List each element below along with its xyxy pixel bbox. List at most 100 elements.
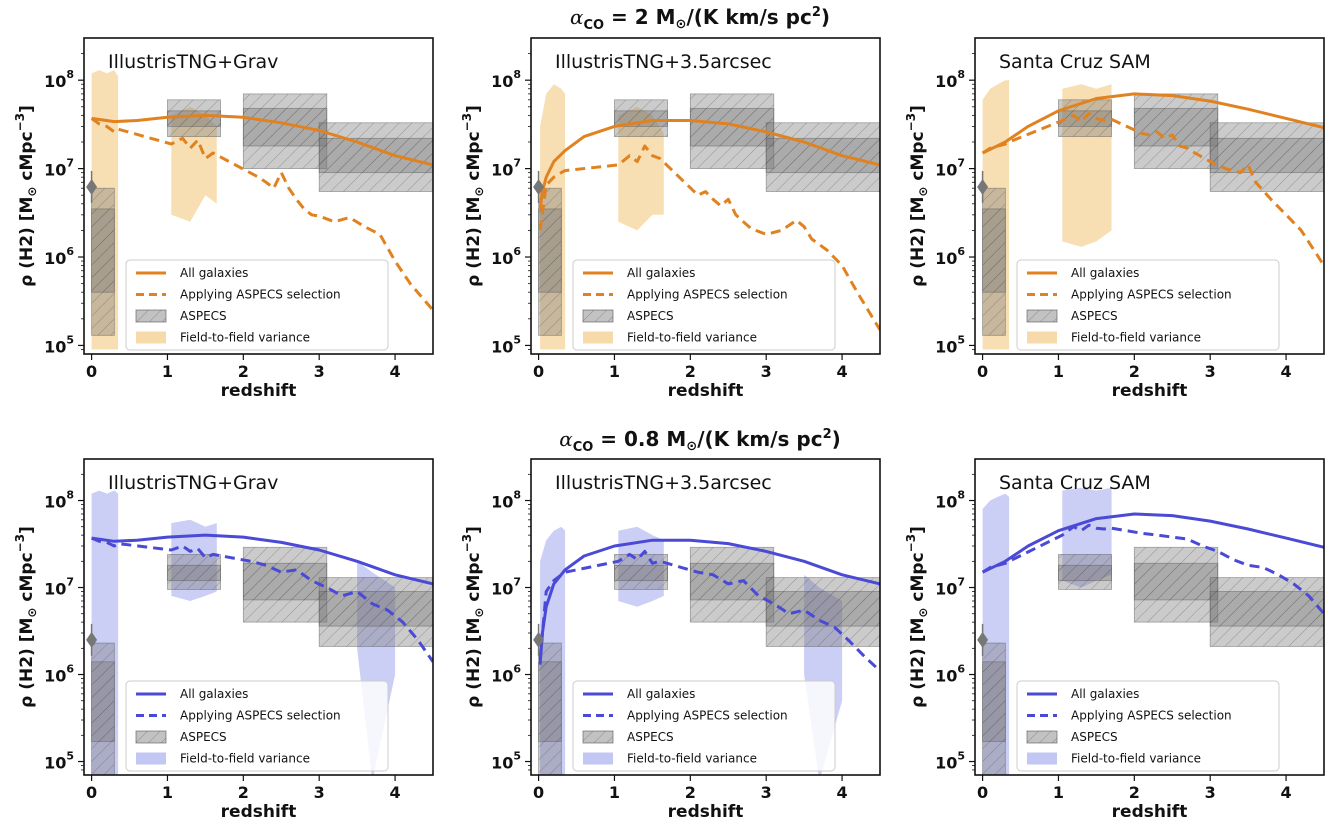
ytick-label-0: 105 [44,750,74,773]
panel-2: 105 106 107 108 0 1 2 3 4 redshift ρ (H2) [M⊙ cMpc… [904,37,1325,401]
xtick-label-3: 3 [761,783,772,802]
xtick-label-2: 2 [1129,783,1140,802]
line-all-galaxies [981,512,1324,574]
legend-swatch-variance [583,331,613,344]
legend-label-aspecs_sel: Applying ASPECS selection [1071,288,1232,302]
line-aspecs-selection [90,117,433,312]
ytick-label-2: 107 [935,157,965,180]
aspecs-box-hatch-5 [243,563,327,600]
variance-band-segment-1 [618,106,664,231]
xtick-label-2: 2 [1129,362,1140,381]
row-title-sub: CO [583,18,604,33]
axes-frame [530,458,881,776]
legend-swatch-aspecs-hatch [1027,310,1057,322]
legend-swatch-aspecs-hatch [583,731,613,743]
legend: All galaxies Applying ASPECS selection ASP… [572,259,836,351]
panel-0: 105 106 107 108 0 1 2 3 4 redshift ρ (H2) [M⊙ cMpc… [13,37,434,401]
legend-label-aspecs: ASPECS [180,309,227,323]
row-title-sun: ⊙ [686,439,697,454]
panel-title: IllustrisTNG+Grav [108,51,278,73]
ytick-label-3: 108 [44,68,74,91]
legend-label-all: All galaxies [627,687,695,701]
aspecs-box-hatch-1 [982,208,1006,293]
legend-label-aspecs: ASPECS [627,730,674,744]
legend-box [1016,680,1280,772]
legend-label-aspecs: ASPECS [1071,309,1118,323]
axes-frame [974,458,1325,776]
row-title-close: ) [821,5,830,29]
aspecs-box-hatch-7 [319,591,433,627]
y-axis-label: ρ (H2) [M⊙ cMpc−3] [460,105,486,287]
line-aspecs-selection [538,549,880,672]
y-axis-label: ρ (H2) [M⊙ cMpc−3] [13,526,39,708]
xtick-label-0: 0 [977,362,988,381]
legend: All galaxies Applying ASPECS selection ASP… [1016,680,1280,772]
ytick-label-2: 107 [491,157,521,180]
aspecs-box-hatch-7 [319,138,433,173]
plot-area [977,80,1324,350]
xtick-label-0: 0 [533,362,544,381]
legend-label-aspecs_sel: Applying ASPECS selection [627,288,788,302]
ytick-label-2: 107 [44,157,74,180]
ytick-label-0: 105 [491,750,521,773]
row-title-sub: CO [573,440,594,455]
panel-title: IllustrisTNG+Grav [108,472,278,494]
panel-4: 105 106 107 108 0 1 2 3 4 redshift ρ (H2) [M⊙ cMpc… [460,458,881,822]
xtick-label-0: 0 [86,783,97,802]
xtick-label-1: 1 [162,783,173,802]
legend-label-all: All galaxies [627,266,695,280]
ytick-label-2: 107 [44,576,74,599]
xtick-label-1: 1 [609,783,620,802]
plot-area [533,84,880,350]
ytick-label-1: 106 [935,245,965,268]
x-axis-label: redshift [221,802,297,822]
axes-frame [83,37,434,355]
aspecs-box-hatch-5 [1134,563,1218,600]
panel-title: Santa Cruz SAM [999,51,1151,73]
legend-label-variance: Field-to-field variance [1071,331,1201,345]
aspecs-box-hatch-7 [1210,591,1324,627]
aspecs-box-hatch-1 [91,208,115,293]
xtick-label-3: 3 [1205,783,1216,802]
plot-area [533,526,880,775]
row-title-sup: 2 [812,5,821,20]
legend: All galaxies Applying ASPECS selection ASP… [125,680,389,772]
ytick-label-1: 106 [44,663,74,686]
legend-label-variance: Field-to-field variance [627,752,757,766]
legend-label-aspecs: ASPECS [627,309,674,323]
legend-swatch-aspecs-hatch [583,310,613,322]
ytick-label-3: 108 [491,68,521,91]
y-axis-label: ρ (H2) [M⊙ cMpc−3] [460,526,486,708]
panel-3: 105 106 107 108 0 1 2 3 4 redshift ρ (H2) [M⊙ cMpc… [13,458,434,822]
legend-box [125,259,389,351]
row-title-rest: /(K km/s pc [697,427,822,451]
row-title-sup: 2 [823,427,832,442]
legend: All galaxies Applying ASPECS selection ASP… [1016,259,1280,351]
legend-box [572,259,836,351]
plot-area [86,490,433,775]
xtick-label-4: 4 [389,783,400,802]
xtick-label-4: 4 [1280,783,1291,802]
legend-swatch-aspecs-hatch [1027,731,1057,743]
xtick-label-3: 3 [1205,362,1216,381]
panels: 105 106 107 108 0 1 2 3 4 redshift ρ (H2) [M⊙ cMpc… [13,37,1325,822]
ytick-label-1: 106 [935,663,965,686]
xtick-label-0: 0 [86,362,97,381]
legend-label-aspecs: ASPECS [180,730,227,744]
xtick-label-0: 0 [977,783,988,802]
legend-label-aspecs_sel: Applying ASPECS selection [180,288,341,302]
aspecs-box-hatch-5 [243,108,327,147]
legend-label-variance: Field-to-field variance [180,752,310,766]
aspecs-box-hatch-3 [614,110,668,127]
aspecs-box-hatch-5 [690,108,774,147]
legend-label-all: All galaxies [180,687,248,701]
ytick-label-3: 108 [935,68,965,91]
xtick-label-1: 1 [162,362,173,381]
row-title-close: ) [832,427,841,451]
line-aspecs-selection [91,536,433,663]
legend-label-all: All galaxies [1071,687,1139,701]
ytick-label-3: 108 [44,489,74,512]
y-axis-label: ρ (H2) [M⊙ cMpc−3] [904,526,930,708]
aspecs-box-hatch-1 [538,208,562,293]
